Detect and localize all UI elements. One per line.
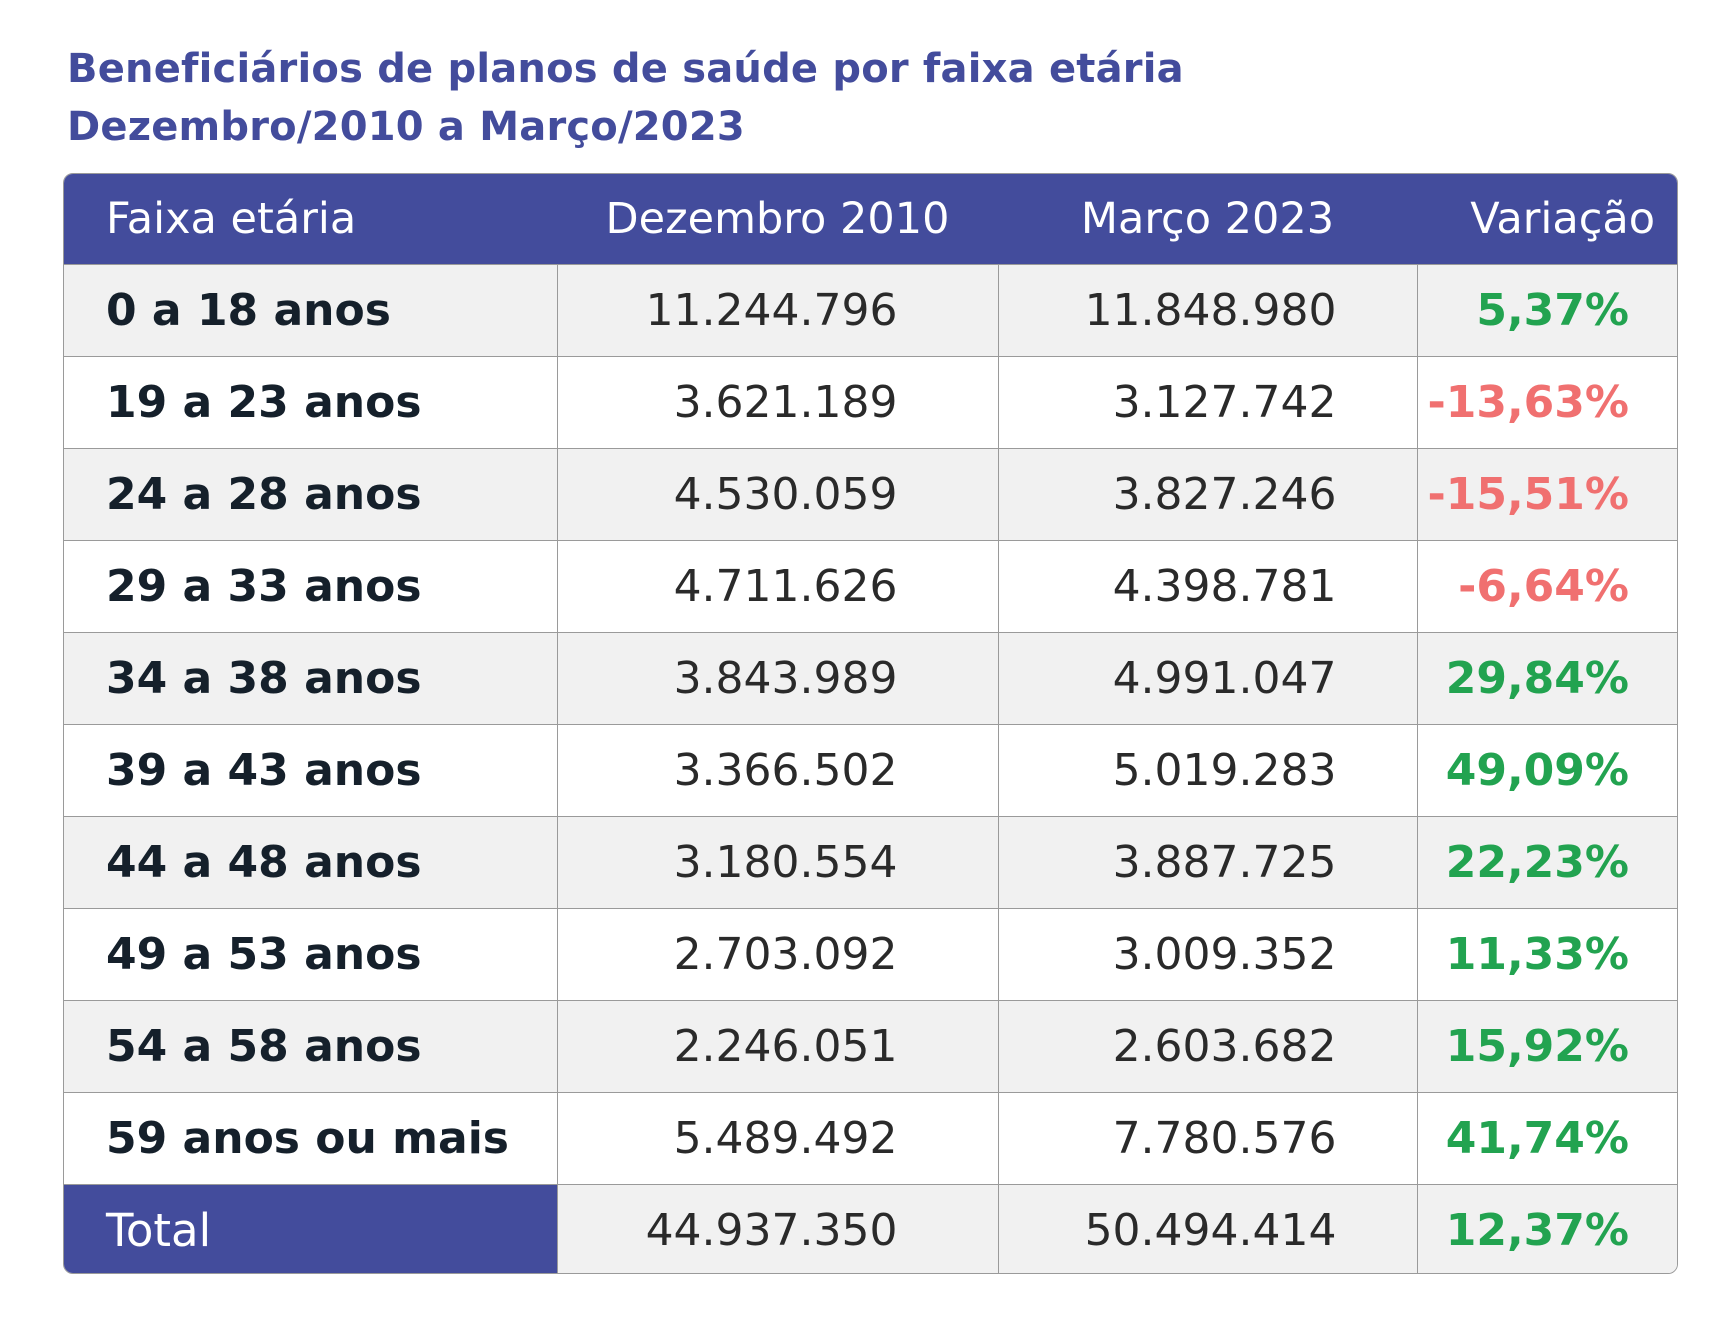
age-range-cell: 44 a 48 anos	[64, 816, 557, 909]
title-line-2: Dezembro/2010 a Março/2023	[67, 104, 745, 150]
variation-cell: 5,37%	[1416, 264, 1677, 357]
age-range-cell: 54 a 58 anos	[64, 1000, 557, 1093]
variation-cell: 11,33%	[1416, 908, 1677, 1001]
variation-cell: 22,23%	[1416, 816, 1677, 909]
table-row: 24 a 28 anos 4.530.059 3.827.246 -15,51%	[64, 448, 1677, 541]
table-total-row: Total 44.937.350 50.494.414 12,37%	[64, 1184, 1677, 1273]
dec-2010-cell: 5.489.492	[556, 1092, 998, 1185]
table-row: 59 anos ou mais 5.489.492 7.780.576 41,74%	[64, 1092, 1677, 1185]
age-range-cell: 59 anos ou mais	[64, 1092, 557, 1185]
total-label-cell: Total	[64, 1184, 557, 1273]
total-dec-2010-cell: 44.937.350	[556, 1184, 998, 1273]
mar-2023-cell: 11.848.980	[997, 264, 1417, 357]
mar-2023-cell: 7.780.576	[997, 1092, 1417, 1185]
table-row: 0 a 18 anos 11.244.796 11.848.980 5,37%	[64, 264, 1677, 357]
mar-2023-cell: 4.991.047	[997, 632, 1417, 725]
variation-cell: -13,63%	[1416, 356, 1677, 449]
table-row: 29 a 33 anos 4.711.626 4.398.781 -6,64%	[64, 540, 1677, 633]
mar-2023-cell: 5.019.283	[997, 724, 1417, 817]
total-mar-2023-cell: 50.494.414	[997, 1184, 1417, 1273]
dec-2010-cell: 3.180.554	[556, 816, 998, 909]
dec-2010-cell: 2.703.092	[556, 908, 998, 1001]
header-mar-2023: Março 2023	[998, 174, 1417, 265]
variation-cell: 15,92%	[1416, 1000, 1677, 1093]
table-header-row: Faixa etária Dezembro 2010 Março 2023 Va…	[64, 174, 1677, 265]
table-row: 54 a 58 anos 2.246.051 2.603.682 15,92%	[64, 1000, 1677, 1093]
dec-2010-cell: 3.843.989	[556, 632, 998, 725]
total-variation-cell: 12,37%	[1416, 1184, 1677, 1273]
dec-2010-cell: 4.711.626	[556, 540, 998, 633]
header-dec-2010: Dezembro 2010	[557, 174, 998, 265]
header-age-range: Faixa etária	[64, 174, 557, 265]
beneficiaries-table: Faixa etária Dezembro 2010 Março 2023 Va…	[63, 173, 1678, 1274]
dec-2010-cell: 3.366.502	[556, 724, 998, 817]
header-variation: Variação	[1417, 174, 1677, 265]
age-range-cell: 49 a 53 anos	[64, 908, 557, 1001]
dec-2010-cell: 11.244.796	[556, 264, 998, 357]
age-range-cell: 24 a 28 anos	[64, 448, 557, 541]
dec-2010-cell: 2.246.051	[556, 1000, 998, 1093]
variation-cell: -6,64%	[1416, 540, 1677, 633]
dec-2010-cell: 4.530.059	[556, 448, 998, 541]
table-row: 44 a 48 anos 3.180.554 3.887.725 22,23%	[64, 816, 1677, 909]
age-range-cell: 19 a 23 anos	[64, 356, 557, 449]
variation-cell: 49,09%	[1416, 724, 1677, 817]
table-row: 49 a 53 anos 2.703.092 3.009.352 11,33%	[64, 908, 1677, 1001]
table-row: 34 a 38 anos 3.843.989 4.991.047 29,84%	[64, 632, 1677, 725]
age-range-cell: 39 a 43 anos	[64, 724, 557, 817]
mar-2023-cell: 4.398.781	[997, 540, 1417, 633]
mar-2023-cell: 3.887.725	[997, 816, 1417, 909]
page-title: Beneficiários de planos de saúde por fai…	[67, 40, 1184, 156]
dec-2010-cell: 3.621.189	[556, 356, 998, 449]
title-line-1: Beneficiários de planos de saúde por fai…	[67, 46, 1184, 92]
variation-cell: -15,51%	[1416, 448, 1677, 541]
table-row: 39 a 43 anos 3.366.502 5.019.283 49,09%	[64, 724, 1677, 817]
mar-2023-cell: 3.009.352	[997, 908, 1417, 1001]
table-row: 19 a 23 anos 3.621.189 3.127.742 -13,63%	[64, 356, 1677, 449]
age-range-cell: 29 a 33 anos	[64, 540, 557, 633]
variation-cell: 41,74%	[1416, 1092, 1677, 1185]
mar-2023-cell: 2.603.682	[997, 1000, 1417, 1093]
age-range-cell: 0 a 18 anos	[64, 264, 557, 357]
variation-cell: 29,84%	[1416, 632, 1677, 725]
mar-2023-cell: 3.827.246	[997, 448, 1417, 541]
mar-2023-cell: 3.127.742	[997, 356, 1417, 449]
age-range-cell: 34 a 38 anos	[64, 632, 557, 725]
